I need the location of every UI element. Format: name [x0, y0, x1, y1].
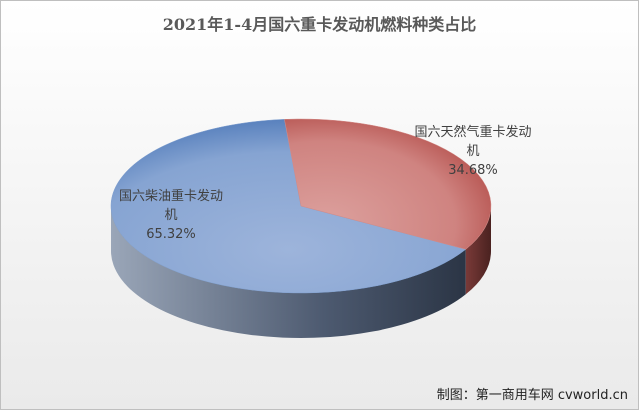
data-label: 国六柴油重卡发动机 65.32% [116, 187, 226, 244]
source-note: 制图：第一商用车网 cvworld.cn [436, 388, 628, 403]
label-value: 34.68% [448, 163, 498, 178]
slice [284, 118, 492, 250]
data-label: 国六天然气重卡发动机 34.68% [413, 123, 533, 180]
chart-title: 2021年1-4月国六重卡发动机燃料种类占比 [162, 15, 477, 34]
label-value: 65.32% [146, 227, 196, 242]
slice [110, 119, 467, 294]
label-name: 国六柴油重卡发动机 [118, 189, 223, 223]
slice-side [465, 206, 491, 295]
slice-side [110, 206, 466, 338]
label-name: 国六天然气重卡发动机 [414, 125, 532, 159]
